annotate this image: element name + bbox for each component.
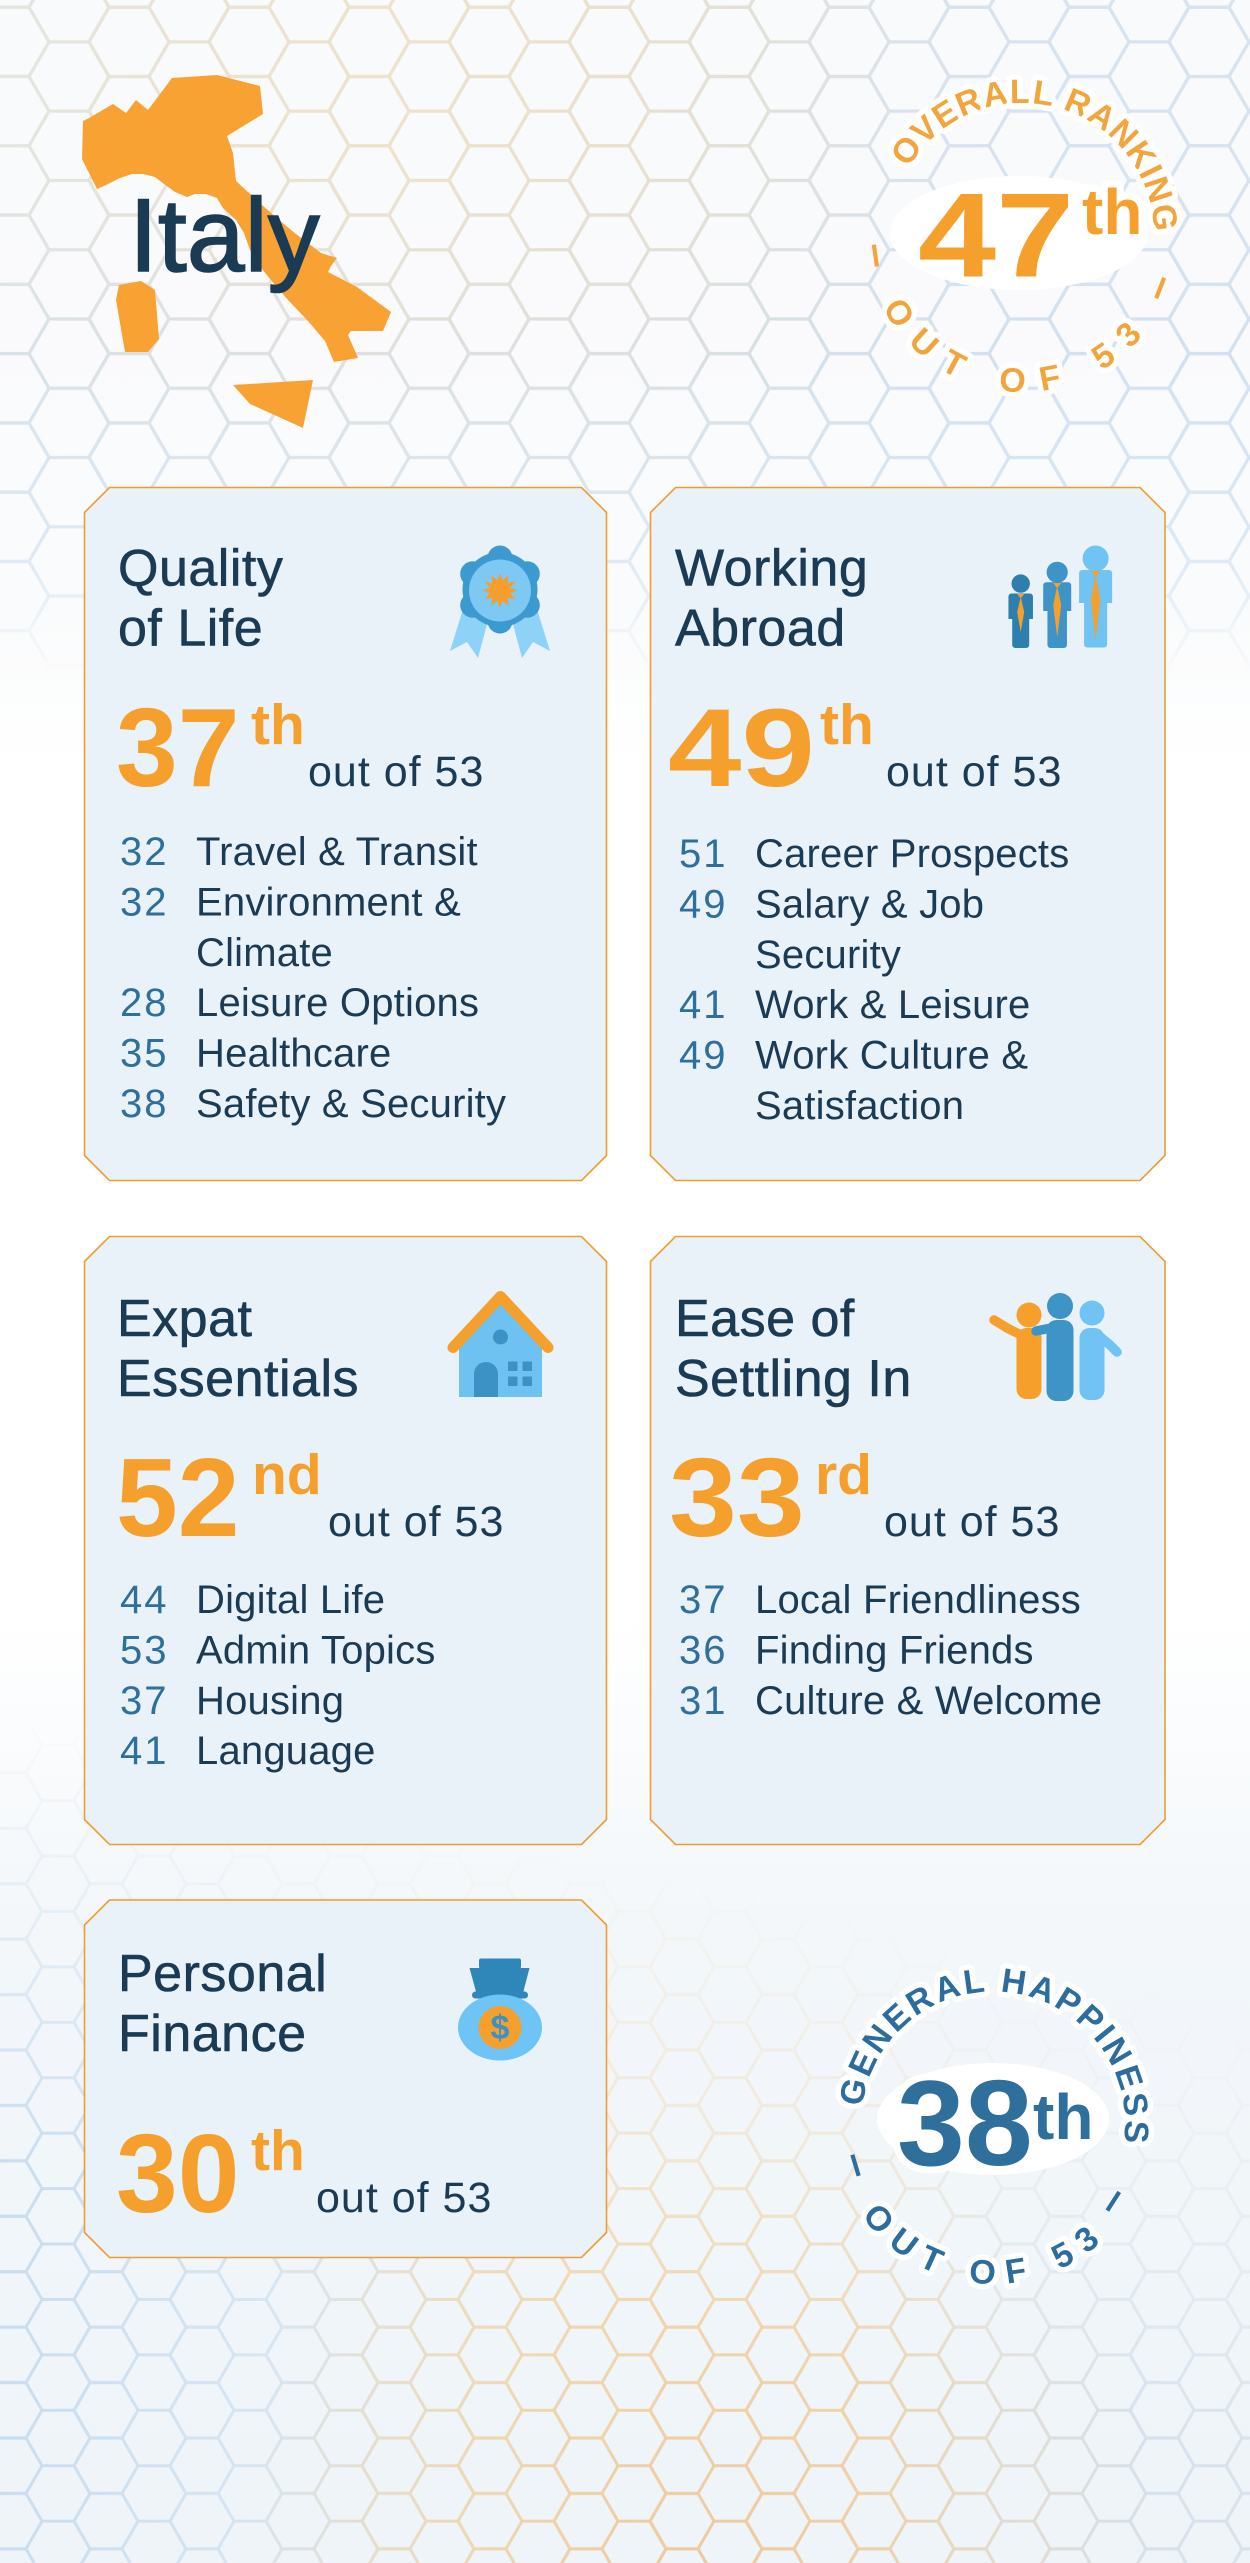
svg-text:Essentials: Essentials [117,1350,359,1408]
svg-text:33: 33 [669,1435,805,1560]
svg-text:out of 53: out of 53 [316,2174,492,2222]
svg-text:Ease of: Ease of [675,1290,855,1348]
svg-text:Admin Topics: Admin Topics [196,1628,436,1672]
svg-text:th: th [1082,176,1142,248]
svg-text:31: 31 [679,1679,728,1723]
svg-text:Local Friendliness: Local Friendliness [755,1578,1081,1622]
svg-text:47: 47 [918,168,1074,302]
svg-text:51: 51 [679,832,728,876]
svg-text:nd: nd [252,1443,322,1507]
svg-text:41: 41 [679,983,728,1027]
svg-text:Climate: Climate [196,931,333,975]
svg-text:49: 49 [668,686,815,810]
svg-text:38: 38 [897,2055,1033,2191]
svg-text:37: 37 [679,1578,728,1622]
svg-text:Expat: Expat [117,1290,253,1348]
svg-text:of Life: of Life [118,600,263,658]
svg-text:out of 53: out of 53 [884,1498,1060,1546]
svg-text:Satisfaction: Satisfaction [755,1084,964,1128]
svg-text:Safety & Security: Safety & Security [196,1082,506,1126]
svg-text:Italy: Italy [129,178,320,294]
svg-text:Abroad: Abroad [675,600,846,658]
svg-text:Career Prospects: Career Prospects [755,832,1069,876]
svg-text:th: th [251,2119,305,2183]
svg-text:th: th [1033,2081,1093,2153]
svg-text:th: th [820,693,874,757]
svg-text:Work & Leisure: Work & Leisure [755,983,1031,1027]
svg-text:49: 49 [679,882,728,926]
svg-text:30: 30 [116,2112,239,2236]
svg-text:49: 49 [679,1034,728,1078]
svg-text:rd: rd [815,1443,872,1507]
svg-text:Personal: Personal [118,1945,327,2003]
svg-text:41: 41 [120,1729,169,1773]
svg-text:Settling In: Settling In [675,1350,912,1408]
svg-text:Quality: Quality [118,540,283,598]
svg-text:37: 37 [120,1679,169,1723]
svg-text:out of 53: out of 53 [308,748,484,796]
svg-text:Work Culture &: Work Culture & [755,1034,1028,1078]
svg-text:52: 52 [116,1436,239,1560]
svg-text:out of 53: out of 53 [328,1498,504,1546]
svg-text:Language: Language [196,1729,376,1773]
svg-text:Environment &: Environment & [196,880,461,924]
svg-text:32: 32 [120,880,169,924]
svg-text:44: 44 [120,1578,169,1622]
svg-text:Finding Friends: Finding Friends [755,1628,1034,1672]
svg-text:Working: Working [675,540,868,598]
svg-text:Housing: Housing [196,1679,344,1723]
svg-text:28: 28 [120,981,169,1025]
svg-text:Finance: Finance [118,2005,307,2063]
svg-text:out of 53: out of 53 [886,748,1062,796]
svg-text:Culture & Welcome: Culture & Welcome [755,1679,1102,1723]
svg-text:Travel & Transit: Travel & Transit [196,830,478,874]
svg-text:36: 36 [679,1628,728,1672]
svg-text:38: 38 [120,1082,169,1126]
svg-text:$: $ [491,2009,510,2047]
svg-text:Salary & Job: Salary & Job [755,882,984,926]
svg-text:35: 35 [120,1032,169,1076]
svg-text:Digital Life: Digital Life [196,1578,385,1622]
svg-text:53: 53 [120,1628,169,1672]
svg-text:32: 32 [120,830,169,874]
svg-text:th: th [251,693,305,757]
svg-text:Leisure Options: Leisure Options [196,981,479,1025]
svg-text:Healthcare: Healthcare [196,1032,391,1076]
svg-text:37: 37 [116,686,239,810]
svg-text:Security: Security [755,933,901,977]
